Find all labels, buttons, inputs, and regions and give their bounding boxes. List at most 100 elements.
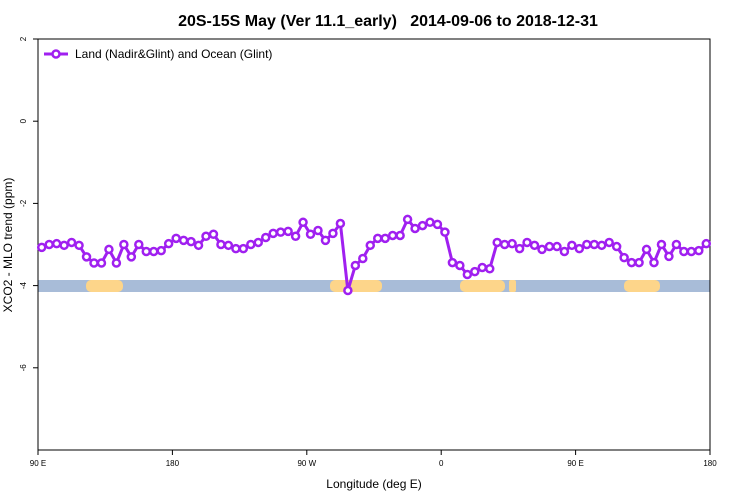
x-tick-label: 90 E [30,459,46,468]
data-point [223,240,234,251]
data-point [51,238,62,249]
data-point [694,245,704,256]
data-point [484,263,495,274]
data-point [96,258,107,268]
data-point [365,240,376,251]
data-point [283,226,293,237]
data-point [626,257,637,268]
chart-title: 20S-15S May (Ver 11.1_early) 2014-09-06 … [178,13,598,30]
data-point [59,240,69,251]
data-point [111,258,122,268]
data-point [679,246,689,257]
data-point [193,240,204,251]
data-point [634,257,644,268]
x-tick-label: 180 [703,459,717,468]
data-point [604,237,614,248]
data-point [186,236,196,247]
y-tick-label: 2 [19,36,28,41]
data-point [477,262,488,273]
data-point [141,246,152,257]
data-point [582,239,592,250]
data-point [253,237,264,248]
data-point [589,239,600,250]
y-tick-label: -4 [19,281,28,289]
data-point [544,241,555,252]
data-point [119,239,129,250]
land-band [330,280,382,292]
x-axis-label: Longitude (deg E) [326,477,421,491]
x-tick-label: 90 W [297,459,316,468]
data-point [455,260,465,271]
data-point [350,260,361,271]
data-point [507,238,517,249]
data-point [425,217,435,228]
data-point [171,233,181,244]
data-point [305,229,316,239]
data-point [335,218,346,229]
data-point [567,240,577,251]
data-point [201,231,211,242]
data-point [410,223,420,234]
data-point [619,252,629,263]
data-point [148,246,159,257]
land-band [86,280,123,292]
data-point [656,239,667,250]
data-point [380,233,390,244]
data-point [216,239,226,250]
land-band [624,280,660,292]
data-point [499,239,510,250]
data-point [156,245,166,256]
data-point [537,244,547,255]
data-point [470,266,480,277]
land-ocean-band [38,280,710,292]
data-point [66,237,77,248]
data-point [514,243,525,254]
y-axis-label: XCO2 - MLO trend (ppm) [1,178,15,313]
y-tick-label: -2 [19,199,28,207]
data-point [328,228,338,239]
data-point [298,217,308,228]
data-point [701,238,712,249]
legend-marker [51,49,61,59]
data-point [275,227,286,237]
data-point [343,285,353,296]
data-point [395,230,405,241]
data-point [522,237,532,248]
data-point [246,239,256,250]
data-point [231,243,241,254]
land-band [509,280,516,292]
data-point [686,246,697,257]
data-point [163,238,174,249]
data-point [89,258,99,268]
data-point [611,241,622,252]
data-point [664,251,674,262]
data-point [36,242,47,253]
data-point [671,239,682,250]
data-point [440,227,450,237]
data-point [402,214,413,225]
data-point [134,239,144,250]
data-point [462,269,473,280]
data-point [260,232,271,243]
data-point [529,240,540,251]
data-point [372,233,383,244]
data-point [596,240,607,251]
data-point [574,243,585,254]
data-point [417,220,428,231]
x-tick-label: 90 E [567,459,583,468]
data-point [178,235,189,246]
data-point [74,240,84,251]
data-point [104,244,114,255]
data-point [641,244,652,255]
data-point [81,252,92,262]
data-point [492,237,502,248]
legend-label: Land (Nadir&Glint) and Ocean (Glint) [75,47,272,61]
x-tick-label: 0 [439,459,444,468]
y-tick-label: -6 [19,364,28,372]
data-point [126,252,137,262]
data-point [447,257,458,268]
data-point [432,219,443,230]
y-tick-label: 0 [19,118,28,123]
data-point [238,243,249,254]
